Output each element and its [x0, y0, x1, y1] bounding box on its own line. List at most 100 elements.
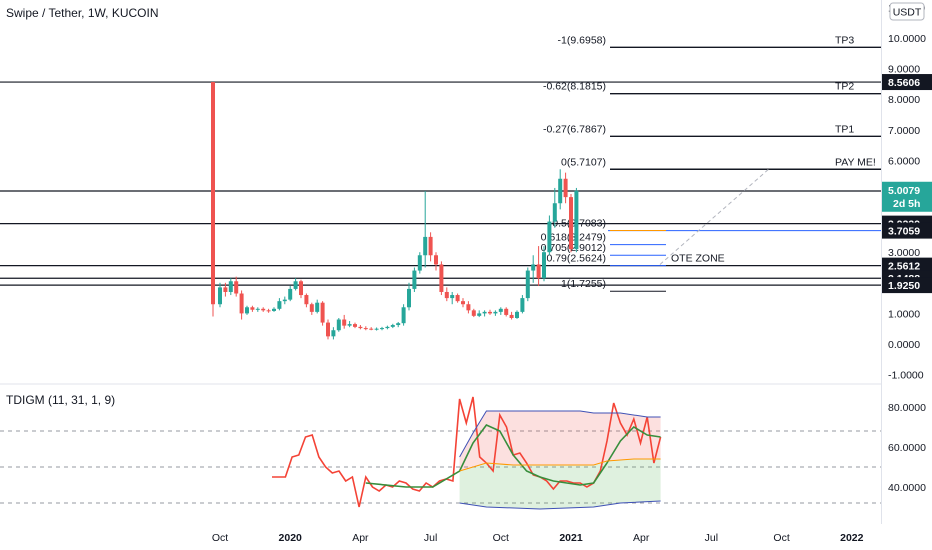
candle-body — [266, 310, 271, 312]
time-tick-label: Oct — [493, 532, 509, 544]
time-tick-label: Jul — [424, 532, 437, 544]
candle-body — [363, 328, 368, 330]
fib-level-label: -0.27(6.7867) — [543, 123, 606, 135]
blue-level-price-tag — [882, 222, 932, 239]
candle-body — [417, 255, 422, 271]
indicator-tick-label: 80.0000 — [888, 402, 926, 414]
candle-body — [396, 323, 401, 326]
candle-body — [250, 307, 255, 310]
bar-countdown-label: 2d 5h — [893, 198, 920, 210]
fib-trend-line[interactable] — [659, 167, 771, 265]
candle-body — [315, 302, 320, 312]
candlestick-series — [211, 82, 579, 340]
candle-body — [239, 293, 244, 314]
candle-body — [455, 295, 460, 302]
candle-body — [461, 301, 465, 305]
price-tick-label: 3.0000 — [888, 247, 920, 259]
candle-body — [477, 313, 482, 316]
fib-level-label: 0(5.7107) — [561, 156, 606, 168]
candle-body — [390, 325, 395, 327]
candle-body — [423, 236, 428, 256]
price-tick-label: 0.0000 — [888, 339, 920, 351]
candle-body — [493, 311, 498, 314]
price-tick-label: 7.0000 — [888, 125, 920, 137]
price-tick-label: -1.0000 — [888, 370, 924, 382]
candle-body — [412, 270, 417, 289]
indicator-title: TDIGM (11, 31, 1, 9) — [6, 393, 115, 407]
candle-body — [385, 326, 390, 329]
candle-body — [439, 264, 444, 292]
candle-body — [466, 304, 471, 311]
chart-grid — [0, 0, 882, 524]
price-tick-label: 9.0000 — [888, 64, 920, 76]
time-tick-label: Jul — [705, 532, 718, 544]
candle-body — [563, 178, 568, 198]
candle-body — [574, 190, 579, 250]
candle-body — [282, 299, 287, 302]
candle-body — [218, 287, 222, 305]
candle-body — [211, 82, 215, 305]
candle-body — [347, 324, 352, 326]
fib-level-tag: PAY ME! — [835, 156, 876, 168]
candle-body — [504, 308, 509, 315]
fib-extension-tool[interactable]: -1(9.6958) TP3 -0.62(8.1815) TP2 -0.27(6.786… — [541, 34, 881, 292]
candle-body — [358, 326, 363, 329]
time-tick-label: Oct — [773, 532, 789, 544]
candle-body — [304, 295, 309, 305]
fib-level-tag: TP3 — [835, 34, 854, 46]
candle-body — [288, 288, 293, 300]
time-tick-label: Oct — [212, 532, 228, 544]
level-price-tag — [882, 257, 932, 274]
last-price-label: 5.0079 — [888, 185, 920, 197]
candle-body — [488, 311, 492, 314]
fib-level-label: 0.618(3.2479) — [541, 232, 606, 244]
fib-level-label: 0.5(3.7083) — [552, 218, 606, 230]
candle-body — [428, 236, 433, 256]
candle-body — [509, 314, 514, 318]
time-tick-label: 2022 — [840, 532, 864, 544]
price-tick-label: 8.0000 — [888, 94, 920, 106]
indicator-tick-label: 40.0000 — [888, 482, 926, 494]
candle-body — [326, 322, 330, 337]
candle-body — [228, 281, 233, 292]
candle-body — [320, 302, 325, 323]
fib-level-label: -1(9.6958) — [558, 34, 606, 46]
candle-body — [520, 298, 525, 312]
candle-body — [542, 252, 546, 279]
candle-body — [331, 330, 336, 337]
time-axis[interactable]: Oct 2020 Apr Jul Oct 2021 Apr Jul Oct 2022 — [212, 532, 864, 544]
horizontal-levels — [0, 81, 881, 286]
chart-title: Swipe / Tether, 1W, KUCOIN — [6, 6, 159, 20]
fib-level-label: 0.705(2.9012) — [541, 242, 606, 254]
candle-body — [407, 288, 411, 308]
currency-badge[interactable]: USDT — [889, 2, 925, 21]
fib-level-tag: OTE ZONE — [671, 253, 725, 265]
candle-body — [261, 308, 266, 311]
candle-body — [547, 221, 552, 253]
candle-body — [255, 308, 260, 310]
base-line — [459, 458, 661, 472]
candle-body — [234, 281, 239, 294]
time-tick-label: 2020 — [279, 532, 303, 544]
candle-body — [471, 310, 476, 316]
price-axis[interactable]: 11.000010.00009.00008.00007.00006.00005.… — [882, 2, 932, 494]
fib-level-tag: TP2 — [835, 81, 854, 93]
candle-body — [336, 319, 341, 331]
candle-body — [277, 301, 282, 309]
candle-body — [401, 307, 406, 324]
candle-body — [498, 308, 503, 312]
price-tick-label: 10.0000 — [888, 33, 926, 45]
candle-body — [558, 178, 563, 204]
time-tick-label: Apr — [352, 532, 369, 544]
level-price-tag-label: 8.5606 — [888, 77, 920, 89]
candle-body — [515, 311, 519, 318]
level-price-tag-label: 2.5612 — [888, 261, 920, 273]
fib-level-tag: TP1 — [835, 123, 854, 135]
candle-body — [552, 203, 557, 222]
price-tick-label: 6.0000 — [888, 155, 920, 167]
candle-body — [342, 319, 347, 326]
level-price-tag — [882, 277, 932, 294]
fib-level-label: -0.62(8.1815) — [543, 81, 606, 93]
fib-level-label: 0.79(2.5624) — [546, 253, 606, 265]
